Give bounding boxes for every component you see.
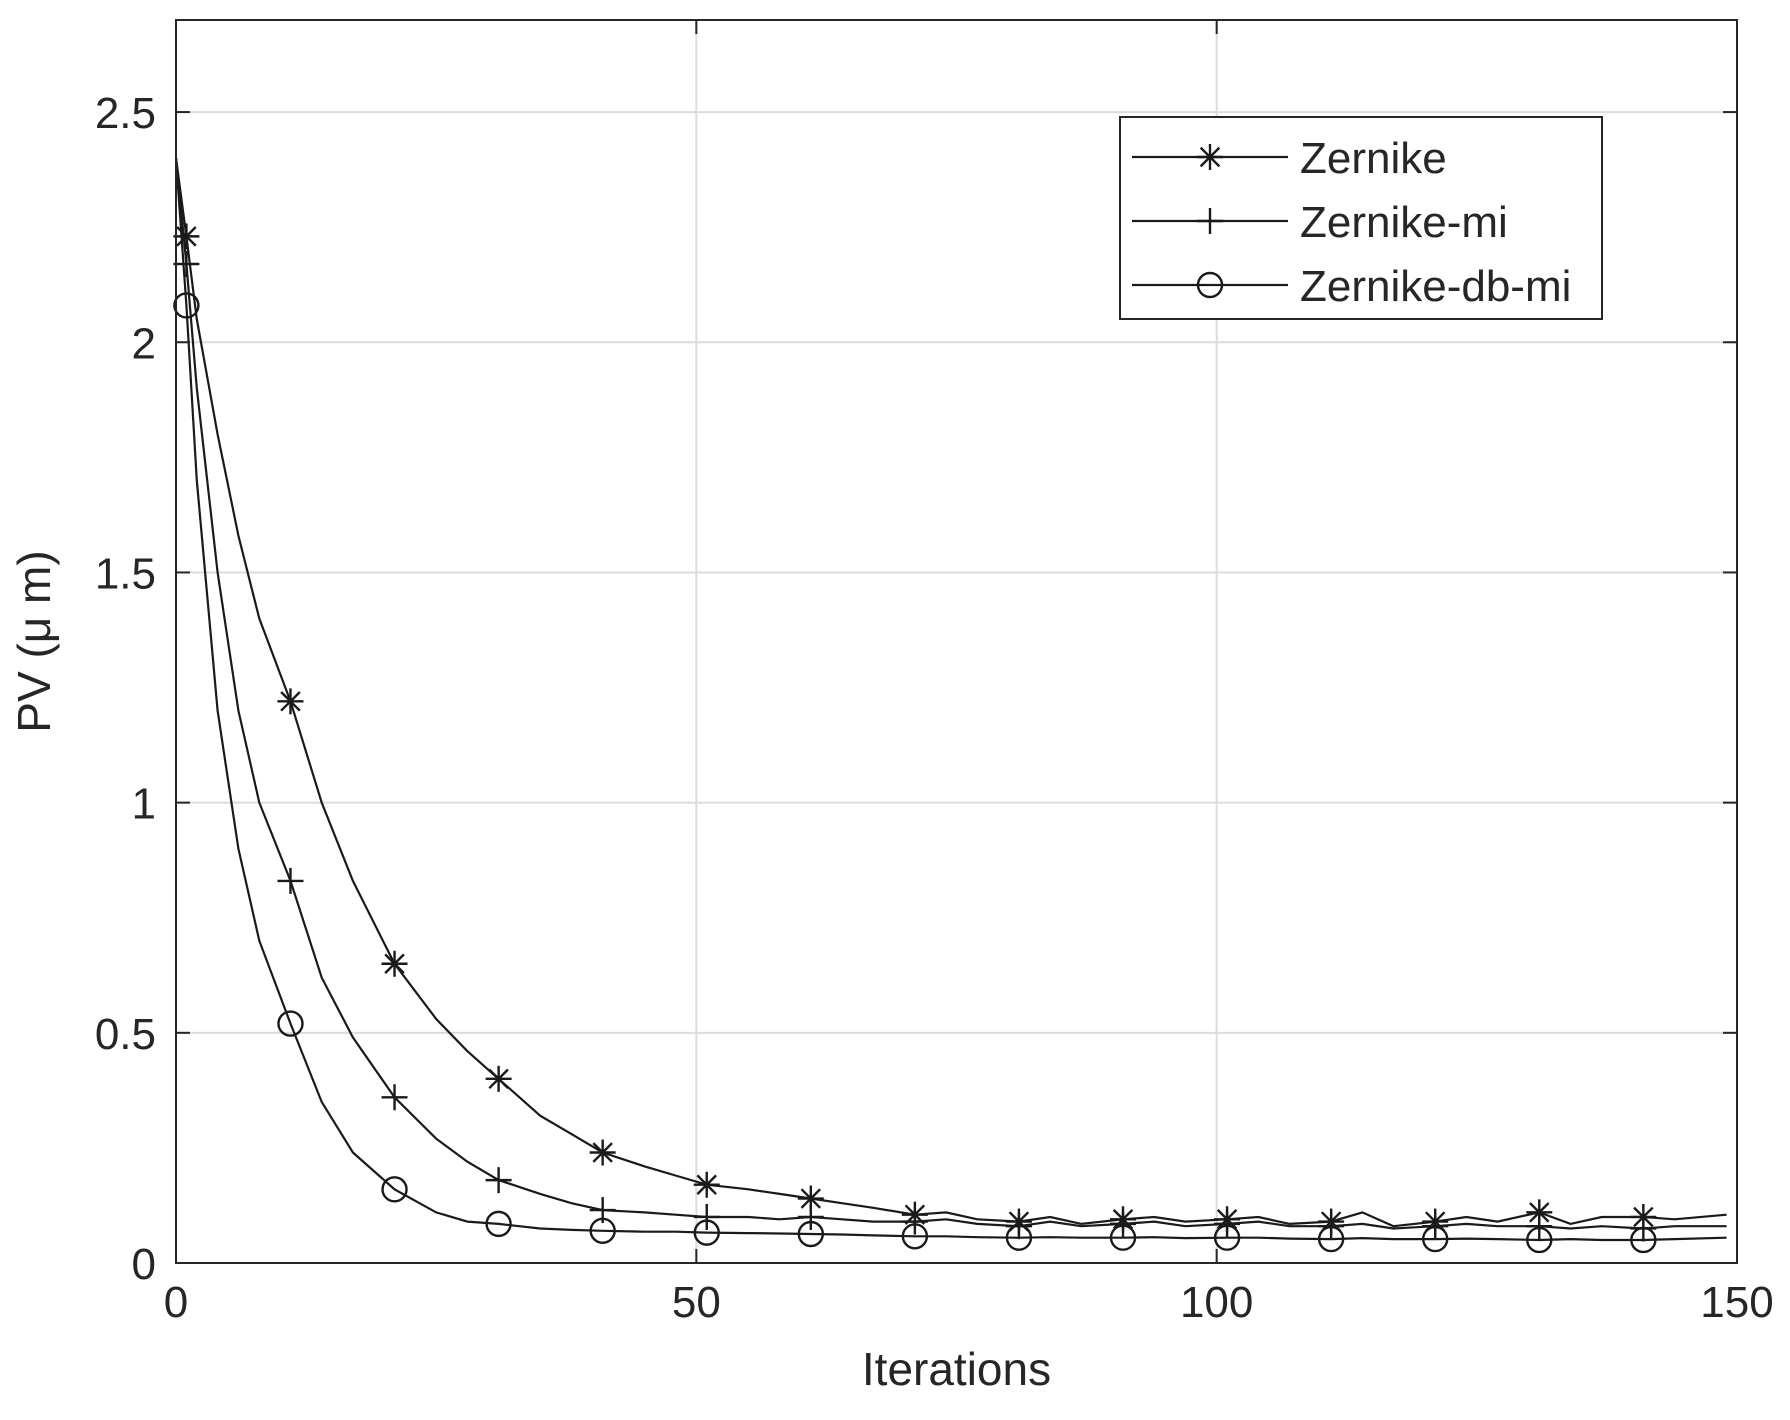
series-layer — [173, 157, 1727, 1254]
y-tick-label: 1.5 — [95, 549, 156, 598]
legend-marker-zernike-mi — [1197, 208, 1223, 234]
grid — [176, 20, 1737, 1263]
y-tick-label: 2.5 — [95, 89, 156, 138]
legend-marker-zernike-db-mi — [1196, 271, 1224, 299]
data-point-zernike — [381, 950, 408, 977]
data-point-zernike-db-mi — [485, 1210, 512, 1238]
data-point-zernike-mi — [1214, 1210, 1241, 1237]
plot-frame — [175, 19, 1738, 1264]
data-point-zernike-mi — [485, 1167, 512, 1194]
legend-marker-zernike — [1197, 144, 1223, 170]
data-point-zernike-mi — [1110, 1210, 1137, 1237]
data-point-zernike-db-mi — [1422, 1225, 1449, 1253]
data-point-zernike-mi — [797, 1203, 824, 1230]
x-tick-label: 0 — [164, 1278, 188, 1327]
data-point-zernike-db-mi — [693, 1219, 720, 1246]
data-point-zernike — [173, 223, 200, 250]
data-point-zernike-mi — [693, 1203, 720, 1230]
data-point-zernike-mi — [277, 867, 304, 894]
data-point-zernike-mi — [173, 250, 200, 277]
data-point-zernike-db-mi — [173, 292, 200, 319]
y-tick-label: 0.5 — [95, 1010, 156, 1059]
y-tick-label: 0 — [132, 1240, 156, 1289]
y-axis-title: PV (μ m) — [8, 550, 60, 732]
data-point-zernike — [485, 1065, 512, 1092]
data-point-zernike-db-mi — [1526, 1226, 1553, 1254]
data-point-zernike — [589, 1139, 616, 1166]
data-point-zernike-db-mi — [1317, 1225, 1345, 1253]
data-point-zernike — [693, 1171, 720, 1198]
data-point-zernike-db-mi — [589, 1217, 616, 1244]
x-tick-label: 100 — [1180, 1278, 1253, 1327]
data-point-zernike-mi — [901, 1208, 928, 1235]
data-point-zernike-db-mi — [1109, 1224, 1137, 1251]
x-tick-label: 150 — [1700, 1278, 1773, 1327]
legend-label-zernike: Zernike — [1300, 134, 1447, 183]
data-point-zernike — [277, 688, 304, 715]
data-point-zernike-db-mi — [1005, 1224, 1033, 1251]
data-point-zernike-db-mi — [797, 1220, 825, 1248]
data-point-zernike-db-mi — [1630, 1226, 1657, 1254]
legend-label-zernike-mi: Zernike-mi — [1300, 198, 1508, 247]
data-point-zernike-mi — [1526, 1213, 1553, 1240]
x-tick-label: 50 — [672, 1278, 721, 1327]
series-line-zernike-db-mi — [174, 158, 1727, 1242]
y-tick-label: 1 — [132, 780, 156, 829]
data-point-zernike-db-mi — [277, 1010, 304, 1037]
data-point-zernike-db-mi — [381, 1176, 408, 1203]
data-point-zernike-db-mi — [1213, 1224, 1241, 1251]
legend-label-zernike-db-mi: Zernike-db-mi — [1300, 262, 1571, 311]
data-point-zernike-mi — [381, 1084, 408, 1111]
ticks: 0 50 100 150 0 0.5 1 1.5 2 2.5 — [95, 20, 1774, 1327]
legend: Zernike Zernike-mi Zernike-db-mi — [1119, 116, 1603, 320]
data-point-zernike-db-mi — [901, 1223, 929, 1250]
x-axis-title: Iterations — [862, 1343, 1051, 1395]
y-tick-label: 2 — [132, 319, 156, 368]
